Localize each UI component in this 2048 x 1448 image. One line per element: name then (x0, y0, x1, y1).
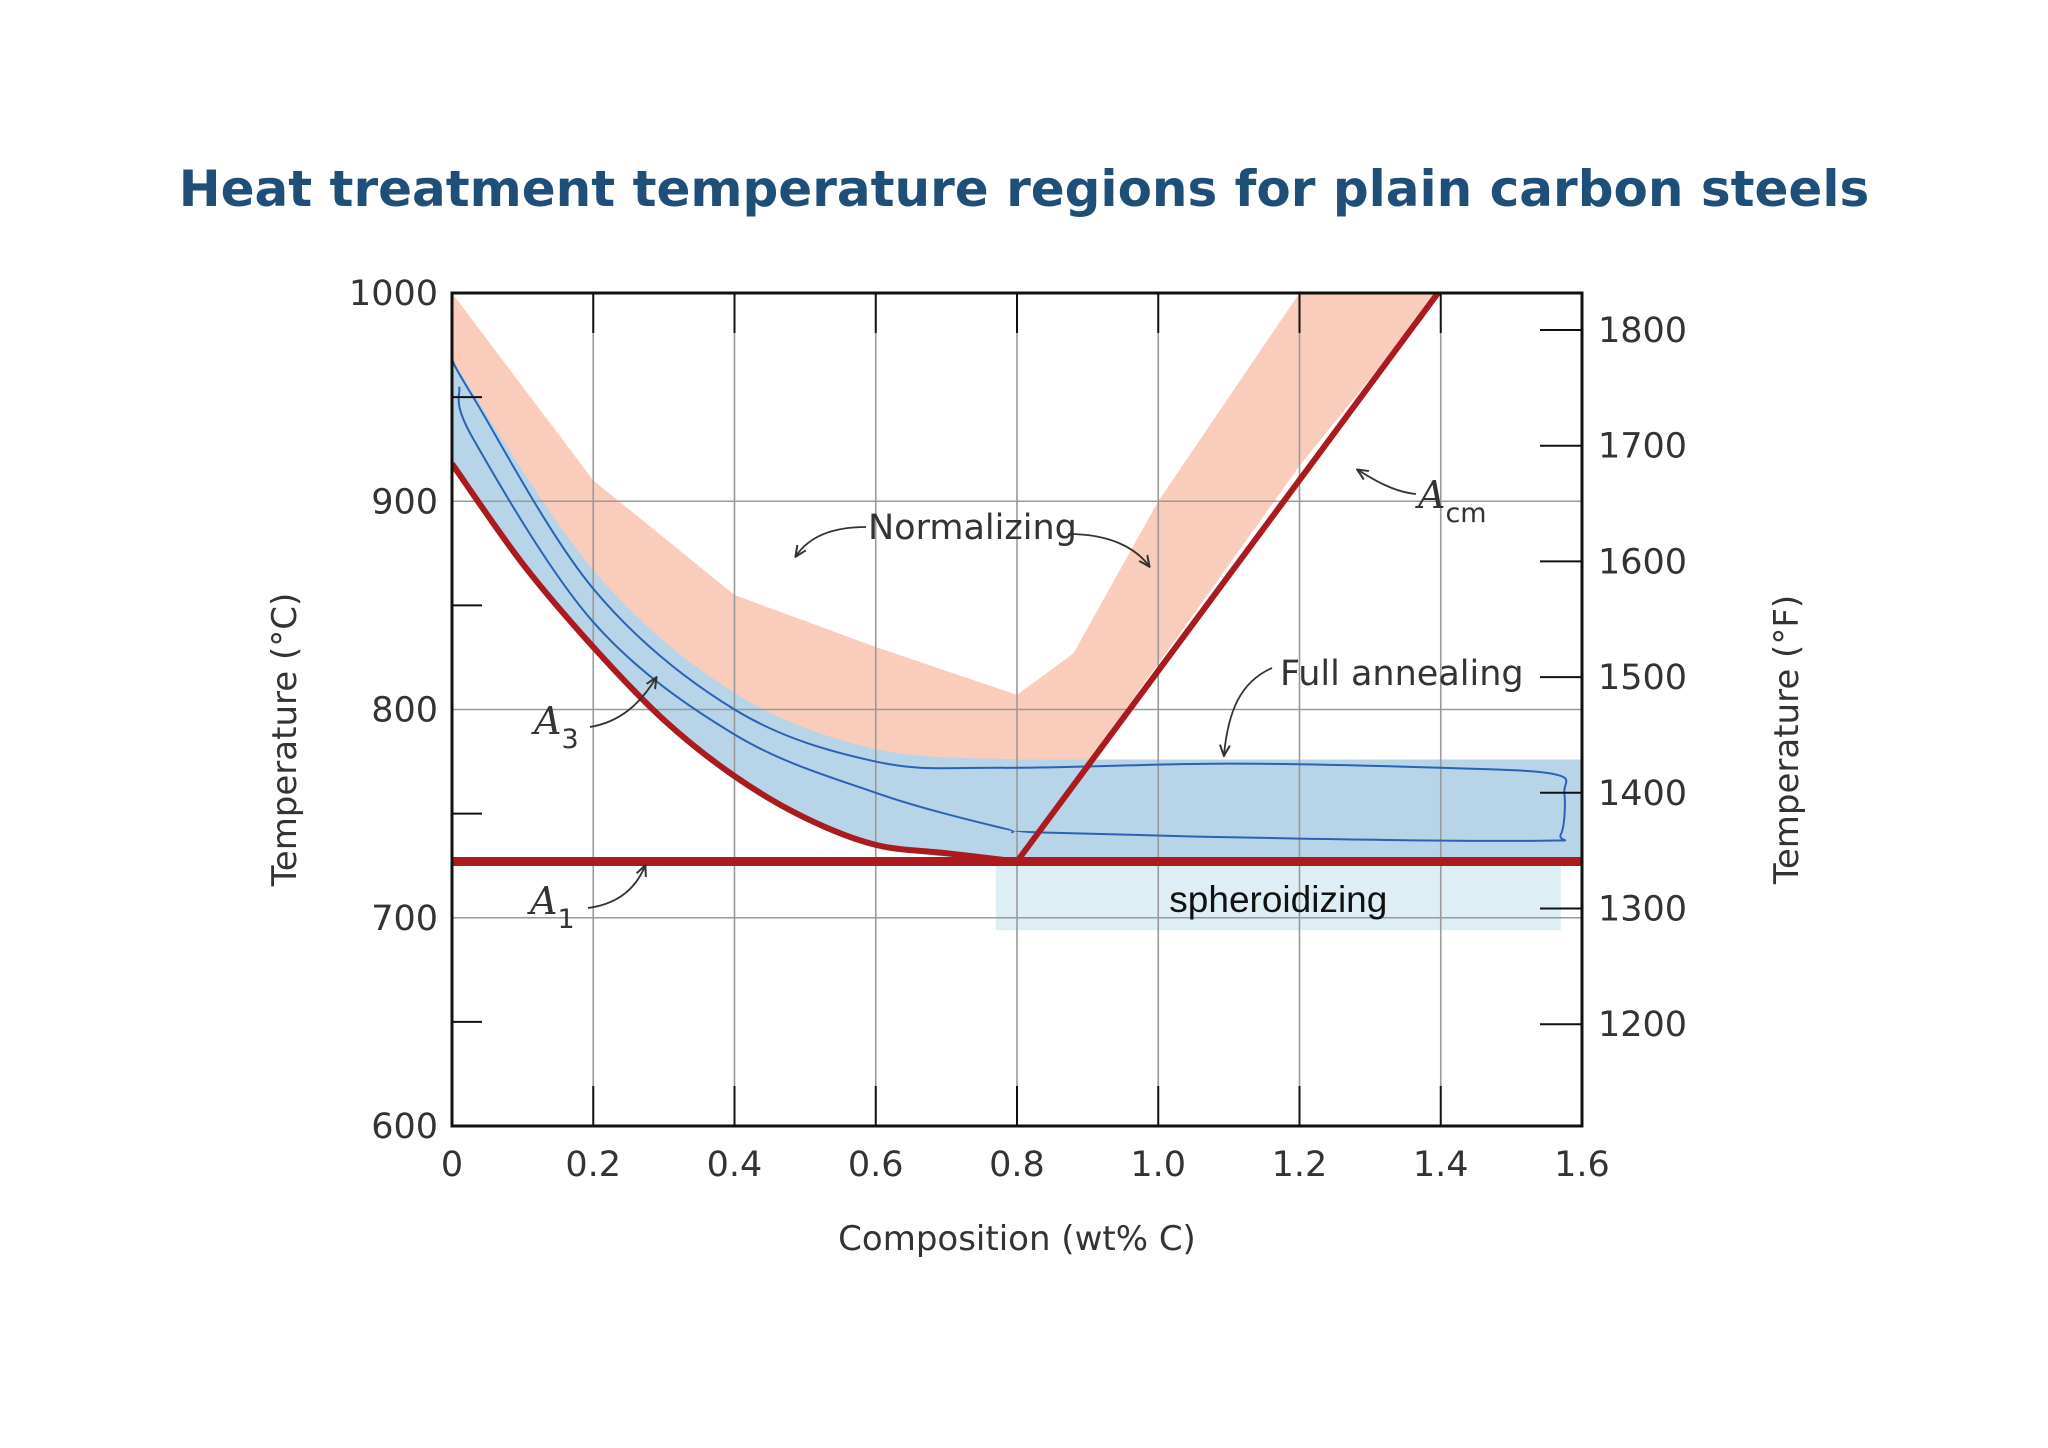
y2-axis-title: Temperature (°F) (1767, 595, 1807, 885)
acm-arrow (1358, 470, 1417, 495)
a3-arrow (589, 678, 656, 728)
y2-tick-label: 1200 (1598, 1005, 1687, 1045)
a1-arrow (587, 866, 645, 909)
grid-layer (452, 293, 1582, 1126)
full-annealing-arrow (1224, 667, 1273, 755)
x-tick-label: 0 (441, 1145, 463, 1185)
slide-title: Heat treatment temperature regions for p… (178, 160, 1870, 218)
y-tick-label: 900 (371, 482, 438, 522)
full-annealing-label: Full annealing (1280, 654, 1524, 694)
x-tick-label: 1.0 (1130, 1145, 1186, 1185)
normalizing-label: Normalizing (868, 508, 1077, 548)
y2-tick-label: 1600 (1598, 542, 1687, 582)
acm-label: Acm (1415, 473, 1487, 529)
annotations-layer: Normalizing Full annealing spheroidizing A3… (527, 470, 1524, 935)
y-tick-label: 700 (371, 899, 438, 939)
x-tick-label: 1.2 (1272, 1145, 1328, 1185)
spheroidizing-label: spheroidizing (1169, 879, 1387, 920)
lines-layer (452, 293, 1582, 867)
y-tick-label: 1000 (349, 274, 438, 314)
spheroidizing-region (995, 861, 1561, 931)
full-annealing-outline (452, 359, 1568, 842)
a1-label: A1 (527, 879, 575, 935)
y2-tick-label: 1500 (1598, 658, 1687, 698)
y-axis-title: Temperature (°C) (265, 593, 305, 887)
y2-tick-label: 1800 (1598, 311, 1687, 351)
x-tick-label: 0.8 (989, 1145, 1045, 1185)
normalizing-right-arrow (1067, 533, 1149, 566)
x-tick-label: 0.4 (707, 1145, 763, 1185)
y2-tick-label: 1300 (1598, 889, 1687, 929)
ticks-layer: 0 0.2 0.4 0.6 0.8 1.0 1.2 1.4 1.6 600 700 800 900 100… (265, 274, 1807, 1259)
x-axis-title: Composition (wt% C) (838, 1219, 1196, 1259)
y-tick-label: 800 (371, 691, 438, 731)
x-tick-label: 1.6 (1554, 1145, 1610, 1185)
x-tick-label: 0.2 (565, 1145, 621, 1185)
a3-line (452, 462, 1018, 865)
y-tick-label: 600 (371, 1107, 438, 1147)
a3-label: A3 (531, 699, 579, 755)
normalizing-left-arrow (796, 526, 867, 556)
x-tick-label: 1.4 (1413, 1145, 1469, 1185)
x-tick-label: 0.6 (848, 1145, 904, 1185)
y2-tick-label: 1400 (1598, 774, 1687, 814)
acm-line (1014, 293, 1442, 864)
y2-tick-label: 1700 (1598, 427, 1687, 467)
